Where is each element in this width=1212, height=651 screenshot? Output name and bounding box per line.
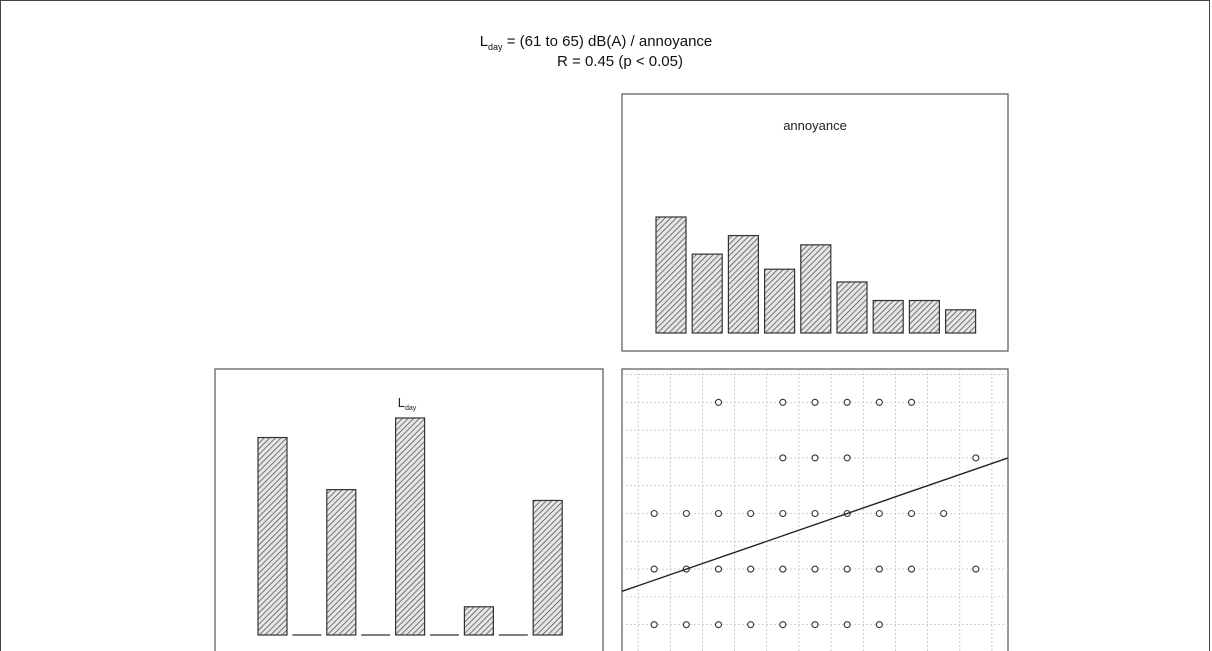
lday-bar bbox=[395, 417, 426, 636]
scatter-point bbox=[843, 398, 851, 406]
lday-bar bbox=[463, 606, 494, 636]
annoyance-bar bbox=[908, 299, 941, 334]
lday-histogram-title: Lday bbox=[398, 395, 417, 412]
title-symbol: L bbox=[480, 33, 488, 50]
scatter-point bbox=[650, 565, 658, 573]
lday-bar bbox=[257, 436, 288, 636]
annoyance-histogram-title: annoyance bbox=[783, 118, 847, 133]
correlation-stat: R = 0.45 (p < 0.05) bbox=[557, 53, 683, 70]
annoyance-bar bbox=[944, 309, 977, 334]
scatter-point bbox=[714, 398, 723, 406]
scatter-point bbox=[779, 454, 787, 462]
scatter-point bbox=[972, 454, 980, 462]
scatter-point bbox=[682, 621, 690, 629]
annoyance-bar bbox=[763, 268, 796, 334]
scatter-point bbox=[682, 509, 690, 518]
scatter-point bbox=[779, 621, 787, 629]
scatter-point bbox=[747, 509, 755, 518]
scatter-point bbox=[843, 565, 851, 573]
annoyance-bar bbox=[872, 299, 904, 334]
scatter-point bbox=[940, 509, 948, 518]
lday-title-subscript: day bbox=[405, 405, 417, 412]
scatter-point bbox=[875, 621, 883, 629]
figure-title: Lday = (61 to 65) dB(A) / annoyance bbox=[480, 33, 713, 52]
scatter-point bbox=[714, 621, 723, 629]
scatter-point bbox=[875, 398, 883, 406]
scatter-point bbox=[811, 454, 819, 462]
scatter-points bbox=[650, 398, 980, 629]
scatter-point bbox=[907, 398, 916, 406]
title-subscript: day bbox=[488, 42, 503, 52]
regression-line bbox=[621, 457, 1009, 592]
scatter-point bbox=[875, 509, 883, 518]
scatter-point bbox=[843, 621, 851, 629]
scatter-point bbox=[811, 509, 819, 518]
scatter-point bbox=[779, 509, 787, 518]
scatter-point bbox=[972, 565, 980, 573]
scatter-point bbox=[747, 565, 755, 573]
scatter-point bbox=[907, 565, 916, 573]
annoyance-bar bbox=[836, 281, 868, 334]
annoyance-histogram-bars bbox=[655, 216, 977, 334]
scatter-point bbox=[779, 565, 787, 573]
lday-title-symbol: L bbox=[398, 395, 405, 410]
scatter-point bbox=[650, 621, 658, 629]
scatter-point bbox=[811, 398, 819, 406]
annoyance-bar bbox=[800, 244, 832, 334]
scatter-point bbox=[714, 565, 723, 573]
scatter-point bbox=[650, 509, 658, 518]
scatter-point bbox=[714, 509, 723, 518]
scatter-point bbox=[747, 621, 755, 629]
scatter-point bbox=[779, 398, 787, 406]
annoyance-bar bbox=[691, 253, 723, 334]
annoyance-bar bbox=[727, 234, 760, 334]
lday-bar bbox=[326, 489, 357, 636]
title-rest: = (61 to 65) dB(A) / annoyance bbox=[503, 33, 713, 50]
scatter-point bbox=[875, 565, 883, 573]
scatter-point bbox=[843, 454, 851, 462]
scatter-point bbox=[811, 621, 819, 629]
lday-histogram-bars bbox=[257, 417, 563, 636]
scatter-point bbox=[811, 565, 819, 573]
lday-bar bbox=[532, 499, 563, 636]
annoyance-bar bbox=[655, 216, 687, 334]
scatter-point bbox=[907, 509, 916, 518]
